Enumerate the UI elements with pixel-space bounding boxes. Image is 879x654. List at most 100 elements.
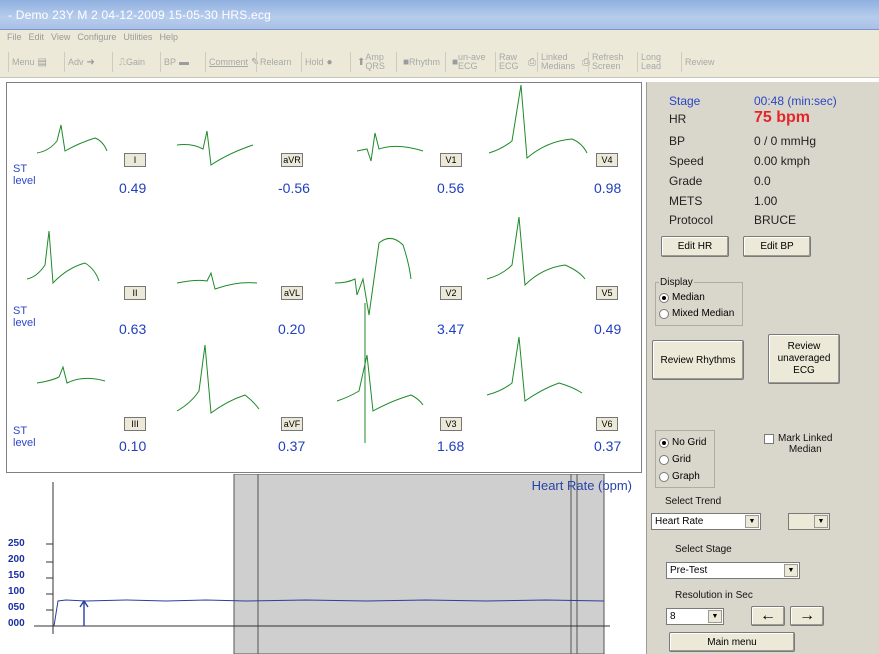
- lead-label-V6: V6: [596, 417, 618, 431]
- grade-label: Grade: [669, 174, 703, 188]
- st-value-V2: 3.47: [437, 321, 465, 337]
- review-unaveraged-ecg-button[interactable]: Review unaveraged ECG: [768, 334, 840, 384]
- median-radio-label: Median: [672, 292, 705, 303]
- menu-help[interactable]: Help: [159, 32, 178, 42]
- select-stage-label: Select Stage: [675, 544, 732, 555]
- refresh-screen-button[interactable]: Refresh Screen: [588, 52, 630, 72]
- menu-button[interactable]: Menu ▤: [8, 52, 47, 72]
- relearn-button[interactable]: Relearn: [256, 52, 292, 72]
- adv-button[interactable]: Adv ➜: [64, 52, 95, 72]
- amp-qrs-button[interactable]: ⬆ Amp QRS: [350, 52, 397, 72]
- resolution-dropdown[interactable]: 8 ▼: [666, 608, 724, 625]
- ecg-trace-II: [26, 230, 100, 285]
- linked-medians-button[interactable]: Linked Medians ⎙: [537, 52, 590, 72]
- ecg-trace-aVF: [176, 344, 260, 414]
- mark-linked-median-checkbox[interactable]: Mark Linked Median: [764, 433, 832, 455]
- secondary-trend-dropdown[interactable]: ▼: [788, 513, 830, 530]
- lead-label-aVF: aVF: [281, 417, 303, 431]
- select-stage-value: Pre-Test: [670, 565, 708, 576]
- review-button[interactable]: Review: [681, 52, 715, 72]
- st-level-label-row2: ST level: [13, 305, 36, 329]
- protocol-value: BRUCE: [754, 213, 797, 227]
- ecg-trace-V1: [356, 132, 424, 162]
- mixed-median-radio-dot: [659, 308, 669, 319]
- lead-label-I: I: [124, 153, 146, 167]
- mixed-median-radio[interactable]: Mixed Median: [659, 308, 734, 319]
- menu-file[interactable]: File: [7, 32, 22, 42]
- st-value-V1: 0.56: [437, 180, 465, 196]
- menu-icon: ▤: [37, 56, 47, 68]
- ecg-trace-aVR: [176, 130, 254, 166]
- toolbar: Menu ▤ Adv ➜ ⎍ Gain BP ▬ Comment ✎ Relearn Ho…: [0, 46, 879, 78]
- select-trend-label: Select Trend: [665, 496, 722, 507]
- st-label-line2: level: [13, 317, 36, 329]
- mixed-median-radio-label: Mixed Median: [672, 308, 735, 319]
- hold-button[interactable]: Hold ●: [301, 52, 333, 72]
- st-value-II: 0.63: [119, 321, 147, 337]
- lead-label-II: II: [124, 286, 146, 300]
- resolution-value: 8: [670, 611, 676, 622]
- st-value-aVL: 0.20: [278, 321, 306, 337]
- stage-band: [233, 474, 605, 654]
- pen-icon: ✎: [251, 56, 260, 68]
- review-rhythms-button[interactable]: Review Rhythms: [652, 340, 744, 380]
- st-label-line2: level: [13, 437, 36, 449]
- menu-configure[interactable]: Configure: [77, 32, 117, 42]
- display-group: Display Median Mixed Median: [655, 277, 743, 326]
- no-grid-radio[interactable]: No Grid: [659, 437, 706, 448]
- long-lead-button-label: Long Lead: [641, 52, 662, 71]
- main-menu-button[interactable]: Main menu: [669, 632, 795, 652]
- unave-ecg-button[interactable]: ■ un-ave ECG: [445, 52, 492, 72]
- gain-button[interactable]: ⎍ Gain: [112, 52, 145, 72]
- gain-icon: ⎍: [119, 56, 126, 68]
- ecg-trace-V3: [336, 354, 424, 412]
- st-value-V3: 1.68: [437, 438, 465, 454]
- graph-radio[interactable]: Graph: [659, 471, 700, 482]
- trend-plot: [34, 474, 610, 654]
- y-tick-100: 100: [8, 586, 25, 597]
- bp-button[interactable]: BP ▬: [160, 52, 189, 72]
- menu-utilities[interactable]: Utilities: [123, 32, 153, 42]
- lead-label-V4: V4: [596, 153, 618, 167]
- chevron-down-icon: ▼: [784, 564, 798, 577]
- next-button[interactable]: →: [790, 606, 824, 626]
- chevron-down-icon: ▼: [745, 515, 759, 528]
- printer-icon: ⎙: [528, 56, 536, 68]
- comment-button-label: Comment: [209, 57, 249, 67]
- comment-button[interactable]: Comment ✎: [205, 52, 259, 72]
- st-level-label-row1: ST level: [13, 163, 36, 187]
- st-value-V4: 0.98: [594, 180, 622, 196]
- arrow-right-icon: →: [799, 607, 815, 624]
- no-grid-radio-label: No Grid: [672, 437, 707, 448]
- gain-button-label: Gain: [126, 57, 146, 67]
- st-value-I: 0.49: [119, 180, 147, 196]
- chevron-down-icon: ▼: [708, 610, 722, 623]
- record-dot-icon: ●: [326, 56, 333, 68]
- median-radio[interactable]: Median: [659, 292, 705, 303]
- hr-label: HR: [669, 112, 687, 126]
- mets-value: 1.00: [754, 194, 778, 208]
- printer-icon: ⎙: [582, 56, 590, 68]
- st-label-line1: ST: [13, 305, 28, 317]
- edit-bp-button[interactable]: Edit BP: [743, 236, 811, 257]
- ecg-trace-III: [36, 365, 106, 384]
- heart-rate-trend-panel: Heart Rate (bpm) 250 200 150 100 050 000: [6, 474, 642, 654]
- raw-ecg-button[interactable]: Raw ECG ⎙: [495, 52, 536, 72]
- menu-view[interactable]: View: [51, 32, 71, 42]
- st-value-III: 0.10: [119, 438, 147, 454]
- protocol-label: Protocol: [669, 213, 714, 227]
- grid-radio[interactable]: Grid: [659, 454, 691, 465]
- edit-hr-button[interactable]: Edit HR: [661, 236, 729, 257]
- rhythm-button[interactable]: ■ Rhythm: [396, 52, 440, 72]
- stage-value: 00:48 (min:sec): [754, 94, 837, 108]
- y-tick-150: 150: [8, 570, 25, 581]
- menu-edit[interactable]: Edit: [28, 32, 45, 42]
- grade-value: 0.0: [754, 174, 771, 188]
- select-stage-dropdown[interactable]: Pre-Test ▼: [666, 562, 800, 579]
- ecg-trace-aVL: [176, 271, 258, 290]
- rhythm-button-label: Rhythm: [409, 57, 441, 67]
- median-radio-dot: [659, 292, 669, 303]
- select-trend-dropdown[interactable]: Heart Rate ▼: [651, 513, 761, 530]
- previous-button[interactable]: ←: [751, 606, 785, 626]
- long-lead-button[interactable]: Long Lead: [637, 52, 667, 72]
